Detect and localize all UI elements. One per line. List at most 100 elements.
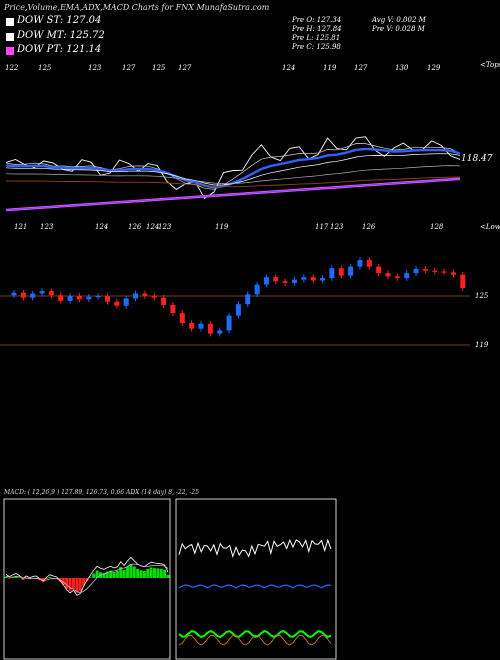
- tops-tick-label: 119: [323, 64, 337, 72]
- candle-body: [30, 293, 36, 298]
- macd-histogram-bar: [105, 571, 109, 578]
- macd-histogram-bar: [153, 568, 156, 578]
- lows-tick-label: 123: [40, 223, 54, 231]
- ema-long-line: [5, 165, 461, 184]
- macd-histogram-bar: [122, 570, 126, 578]
- candle-body: [441, 271, 447, 273]
- price-level-119: 119: [475, 341, 489, 349]
- candle-body: [20, 292, 26, 298]
- macd-histogram-bar: [88, 577, 92, 578]
- macd-histogram-bar: [146, 569, 150, 578]
- ohlc-avg-volume: Avg V: 0.002 M: [372, 16, 426, 24]
- candle-body: [226, 315, 232, 331]
- macd-signal-line: [5, 563, 169, 594]
- candle-body: [348, 266, 354, 276]
- candle-body: [67, 296, 73, 301]
- tops-tick-label: 127: [178, 64, 192, 72]
- candle-body: [198, 323, 204, 329]
- candle-body: [329, 268, 335, 279]
- ema-5-line: [5, 143, 461, 190]
- price-level-125: 125: [475, 292, 489, 300]
- adx-di-line: [178, 634, 332, 646]
- ema-200-edge: [5, 178, 461, 211]
- ema-value-label: 118.47: [461, 154, 493, 164]
- lows-tick-label: 117: [315, 223, 329, 231]
- macd-histogram-bar: [45, 578, 48, 579]
- macd-histogram-bar: [82, 578, 86, 586]
- candle-body: [123, 298, 129, 306]
- candle-body: [48, 291, 54, 296]
- macd-histogram-bar: [95, 570, 99, 578]
- adx-minus-di-line: [178, 629, 332, 639]
- macd-histogram-bar: [65, 578, 69, 589]
- ohlc-close: Pre C: 125.98: [292, 43, 341, 51]
- macd-histogram-bar: [4, 576, 8, 578]
- candle-body: [254, 284, 260, 295]
- tops-tick-label: 130: [395, 64, 409, 72]
- candle-body: [460, 274, 466, 288]
- macd-histogram-bar: [102, 572, 106, 578]
- adx-line: [178, 584, 332, 589]
- candle-body: [292, 279, 297, 283]
- candle-body: [301, 277, 307, 280]
- candle-body: [58, 295, 64, 301]
- candle-body: [39, 291, 45, 294]
- candle-body: [170, 304, 176, 314]
- legend-swatch-pt: [6, 47, 14, 55]
- candle-body: [366, 260, 372, 267]
- macd-adx-header: MACD: ( 12,26,9 ) 127.89, 126.73, 0.66 A…: [4, 489, 200, 496]
- candle-body: [413, 269, 419, 274]
- adx-plus-di-line: [178, 538, 332, 559]
- candle-body: [207, 323, 213, 334]
- macd-histogram-bar: [166, 574, 170, 578]
- candle-body: [422, 269, 428, 271]
- legend-swatch-mt: [6, 33, 14, 41]
- lows-tick-label: 124: [95, 223, 108, 231]
- ohlc-high: Pre H: 127.84: [292, 25, 342, 33]
- candle-body: [310, 277, 316, 281]
- candle-body: [263, 277, 269, 285]
- macd-histogram-bar: [48, 577, 52, 578]
- candle-body: [282, 281, 288, 283]
- candle-body: [179, 313, 185, 323]
- candle-body: [76, 296, 82, 300]
- macd-histogram-bar: [14, 576, 18, 578]
- tops-tick-label: 127: [354, 64, 368, 72]
- candle-body: [404, 273, 410, 279]
- candle-body: [95, 296, 101, 298]
- macd-histogram-bar: [7, 578, 11, 579]
- price-line: [5, 136, 461, 200]
- macd-histogram-bar: [129, 563, 133, 578]
- macd-histogram-bar: [132, 566, 136, 578]
- tops-tick-label: 124: [282, 64, 295, 72]
- tops-tick-label: 129: [427, 64, 441, 72]
- tops-tick-label: 125: [152, 64, 166, 72]
- lows-label: <Lows: [480, 223, 500, 231]
- lows-tick-label: 123: [330, 223, 344, 231]
- adx-panel: [175, 498, 337, 660]
- macd-histogram-bar: [159, 568, 163, 578]
- macd-histogram-bar: [139, 570, 143, 578]
- candle-body: [450, 272, 456, 275]
- macd-histogram-bar: [78, 578, 82, 592]
- macd-histogram-bar: [11, 577, 15, 578]
- candle-body: [161, 297, 167, 305]
- candle-body: [273, 277, 279, 282]
- ema-100-line: [5, 176, 460, 188]
- macd-histogram-bar: [156, 568, 160, 578]
- candle-body: [105, 296, 110, 302]
- candle-body: [133, 293, 139, 299]
- candle-body: [151, 296, 157, 298]
- candle-body: [245, 294, 251, 305]
- macd-histogram-bar: [115, 570, 119, 578]
- legend-dow-mt: DOW MT: 125.72: [17, 30, 105, 41]
- macd-histogram-bar: [142, 570, 146, 578]
- legend-swatch-st: [6, 18, 14, 26]
- macd-histogram-bar: [109, 570, 113, 578]
- lows-tick-label: 123: [158, 223, 172, 231]
- candle-body: [235, 304, 241, 316]
- candle-body: [394, 276, 400, 279]
- macd-histogram-bar: [24, 578, 28, 579]
